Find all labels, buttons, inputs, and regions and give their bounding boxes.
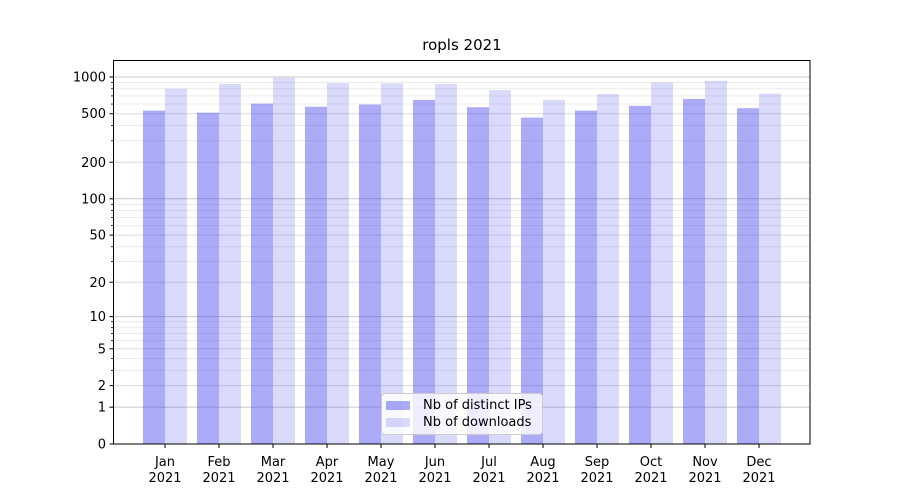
x-tick-label-month: Nov xyxy=(692,455,718,470)
x-tick-label-year: 2021 xyxy=(634,471,667,486)
x-tick-label-year: 2021 xyxy=(418,471,451,486)
bar-downloads-mar xyxy=(273,77,295,444)
x-tick-label-month: Mar xyxy=(261,455,286,470)
x-tick-label-month: Dec xyxy=(746,455,771,470)
bar-distinct-ips-feb xyxy=(197,112,219,445)
x-tick-label-month: Jun xyxy=(424,455,445,470)
legend-swatch-distinct-ips xyxy=(386,401,410,410)
legend-item-downloads: Nb of downloads xyxy=(386,414,536,431)
x-tick-label-year: 2021 xyxy=(742,471,775,486)
plot-border xyxy=(113,60,811,445)
bar-distinct-ips-apr xyxy=(305,106,327,445)
bar-distinct-ips-dec xyxy=(737,108,759,444)
x-tick-label-month: Jan xyxy=(154,455,175,470)
legend-swatch-downloads xyxy=(386,418,410,427)
bar-downloads-jun xyxy=(435,84,457,445)
x-tick-label-year: 2021 xyxy=(202,471,235,486)
bar-downloads-dec xyxy=(759,93,781,445)
y-tick-label: 50 xyxy=(89,229,106,244)
bar-distinct-ips-sep xyxy=(575,110,597,444)
y-tick-label: 1 xyxy=(98,401,106,416)
bar-downloads-feb xyxy=(219,83,241,445)
legend-label-downloads: Nb of downloads xyxy=(423,415,532,430)
bar-distinct-ips-oct xyxy=(629,105,651,444)
bar-downloads-jan xyxy=(165,88,187,444)
x-tick-label-year: 2021 xyxy=(472,471,505,486)
bar-downloads-jul xyxy=(489,90,511,444)
legend-item-distinct-ips: Nb of distinct IPs xyxy=(386,397,536,414)
bar-downloads-aug xyxy=(543,99,565,444)
y-tick-label: 100 xyxy=(81,192,106,207)
legend-label-distinct-ips: Nb of distinct IPs xyxy=(423,398,532,413)
y-tick-label: 2 xyxy=(98,379,106,394)
bar-downloads-oct xyxy=(651,82,673,444)
y-tick-label: 500 xyxy=(81,107,106,122)
x-tick-label-year: 2021 xyxy=(688,471,721,486)
x-tick-label-year: 2021 xyxy=(256,471,289,486)
chart-legend: Nb of distinct IPs Nb of downloads xyxy=(381,393,543,435)
bar-distinct-ips-may xyxy=(359,104,381,445)
x-tick-label-year: 2021 xyxy=(364,471,397,486)
bar-distinct-ips-jan xyxy=(143,110,165,444)
x-tick-label-year: 2021 xyxy=(148,471,181,486)
bar-downloads-nov xyxy=(705,80,727,445)
bar-distinct-ips-jun xyxy=(413,99,435,444)
y-tick-label: 200 xyxy=(81,156,106,171)
y-tick-label: 1000 xyxy=(73,70,106,85)
bar-downloads-apr xyxy=(327,83,349,445)
x-tick-label-year: 2021 xyxy=(526,471,559,486)
y-tick-label: 5 xyxy=(98,342,106,357)
bar-distinct-ips-aug xyxy=(521,117,543,444)
x-tick-label-month: Jul xyxy=(480,455,497,470)
x-tick-label-month: May xyxy=(368,455,395,470)
chart-title: ropls 2021 xyxy=(422,36,502,54)
x-tick-label-month: Feb xyxy=(207,455,230,470)
y-tick-label: 0 xyxy=(98,438,106,453)
bar-downloads-may xyxy=(381,83,403,444)
x-tick-label-month: Sep xyxy=(585,455,610,470)
bar-distinct-ips-mar xyxy=(251,103,273,445)
x-tick-label-year: 2021 xyxy=(310,471,343,486)
x-tick-label-month: Aug xyxy=(530,455,555,470)
y-tick-label: 20 xyxy=(89,276,106,291)
x-tick-label-year: 2021 xyxy=(580,471,613,486)
bar-downloads-sep xyxy=(597,94,619,445)
x-tick-label-month: Apr xyxy=(316,455,339,470)
x-tick-label-month: Oct xyxy=(640,455,662,470)
bar-distinct-ips-nov xyxy=(683,99,705,444)
y-tick-label: 10 xyxy=(89,310,106,325)
bar-distinct-ips-jul xyxy=(467,107,489,445)
